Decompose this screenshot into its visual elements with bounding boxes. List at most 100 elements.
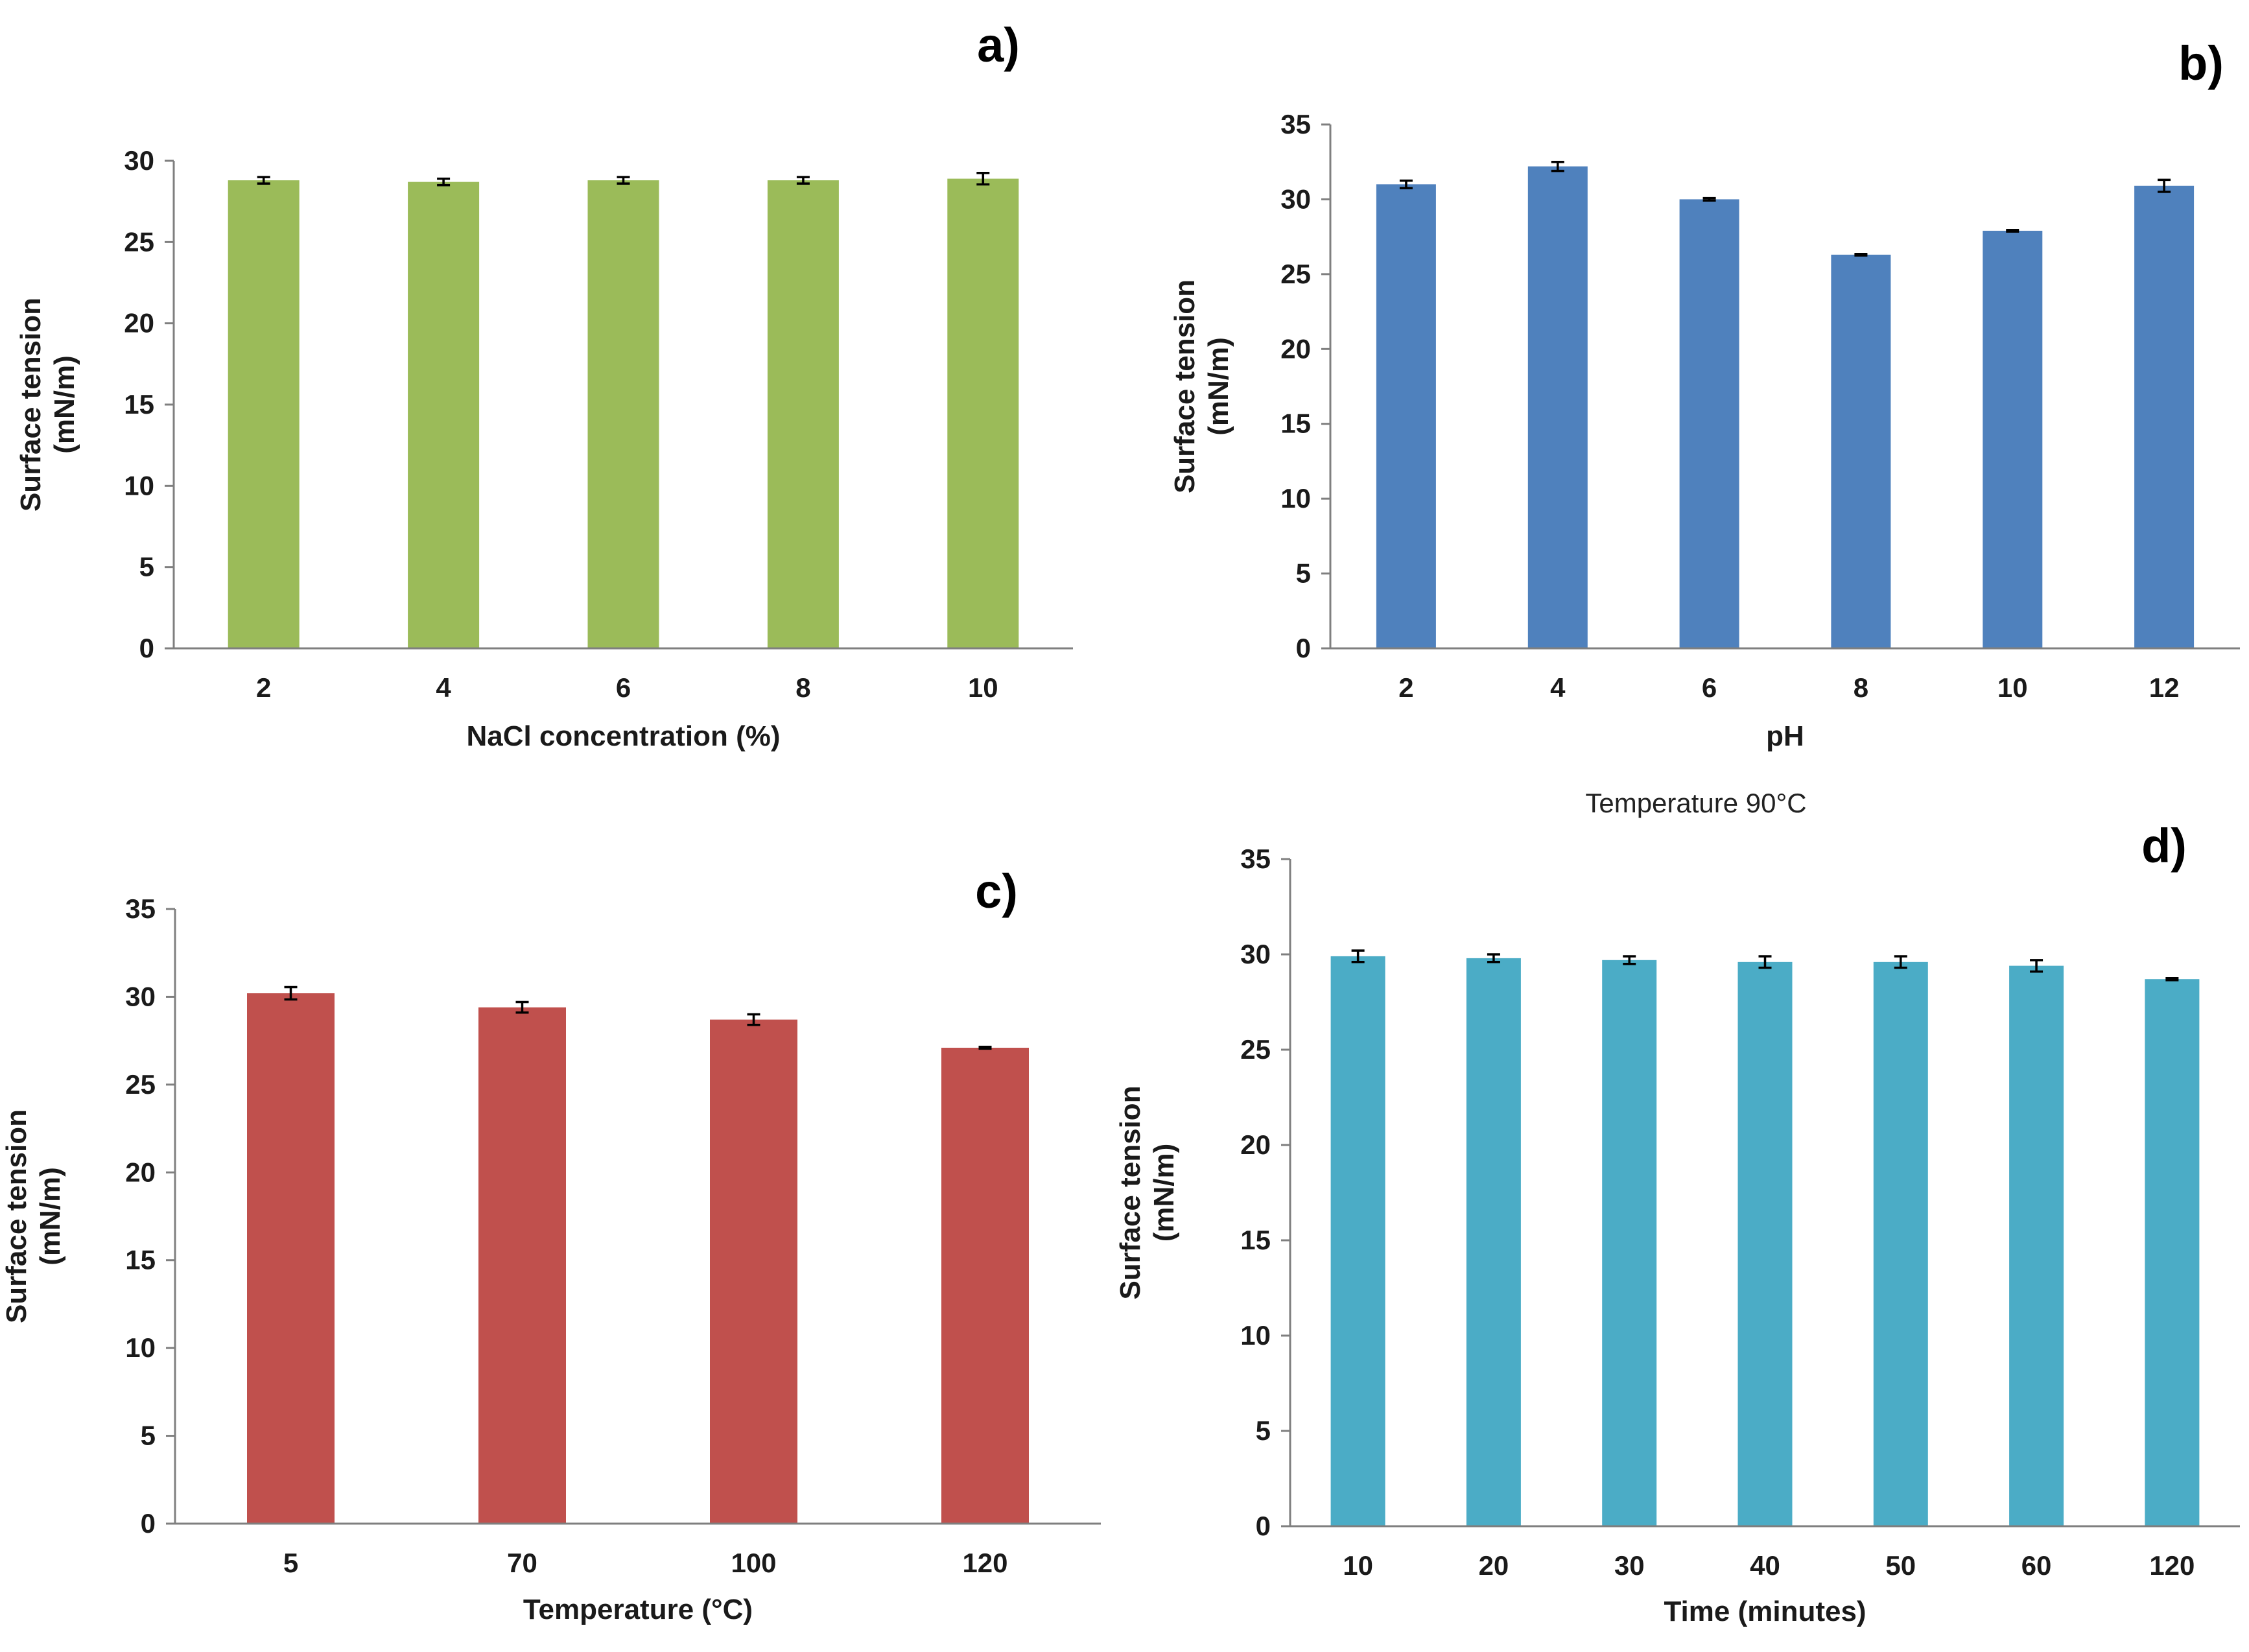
bar [478, 1007, 566, 1524]
y-tick-label: 25 [1280, 259, 1311, 289]
x-tick-label: 2 [256, 672, 271, 703]
bar [247, 993, 335, 1524]
y-axis-title: Surface tension(mN/m) [1169, 279, 1234, 493]
bar [1873, 962, 1928, 1526]
y-tick-label: 35 [1240, 844, 1271, 874]
y-tick-label: 15 [124, 389, 154, 419]
y-tick-label: 5 [1296, 558, 1311, 589]
chart-panel-4: 10 20 30 40 50 60 120 0 5 10 15 20 25 30 35 Time (minut… [1114, 788, 2240, 1627]
error-bar [1399, 179, 1413, 189]
bar [941, 1048, 1029, 1524]
error-bar [257, 176, 270, 185]
x-tick-label: 70 [507, 1548, 537, 1578]
error-bar [2030, 959, 2043, 973]
y-tick-label: 10 [124, 470, 154, 501]
y-axis-title: Surface tension(mN/m) [1, 1109, 66, 1323]
bar [1831, 254, 1891, 648]
error-bar [1351, 949, 1365, 963]
chart-panel-2: 2 4 6 8 10 12 0 5 10 15 20 25 30 35 pH Surface tension(… [1169, 36, 2240, 752]
x-tick-label: 8 [795, 672, 810, 703]
x-axis-title: Temperature (°C) [523, 1594, 753, 1625]
bar [2134, 185, 2195, 648]
chart-panel-3: 5 70 100 120 0 5 10 15 20 25 30 35 Temperature (°C) S… [1, 864, 1101, 1625]
x-tick-label: 5 [283, 1548, 298, 1578]
y-tick-label: 25 [125, 1069, 156, 1100]
error-bar [2165, 977, 2179, 982]
x-tick-label: 4 [436, 672, 451, 703]
y-tick-label: 0 [139, 633, 154, 663]
panel-label: c) [975, 864, 1018, 918]
y-tick-label: 10 [1240, 1320, 1271, 1351]
bar [1737, 962, 1793, 1526]
error-bar [1551, 160, 1564, 172]
x-tick-label: 60 [2021, 1550, 2052, 1581]
y-tick-label: 35 [125, 893, 156, 924]
error-bar [1623, 955, 1636, 965]
y-tick-label: 20 [1240, 1129, 1271, 1160]
y-tick-label: 0 [1296, 633, 1311, 663]
x-tick-label: 2 [1398, 672, 1413, 703]
error-bar [747, 1013, 760, 1026]
y-tick-label: 15 [125, 1245, 156, 1275]
bar [2009, 965, 2064, 1526]
error-bar [1487, 953, 1500, 963]
bar [1376, 184, 1436, 648]
x-tick-label: 20 [1479, 1550, 1509, 1581]
error-bar [515, 1000, 529, 1014]
y-tick-label: 15 [1240, 1225, 1271, 1255]
y-tick-label: 15 [1280, 408, 1311, 439]
x-tick-label: 8 [1854, 672, 1868, 703]
bar [408, 182, 480, 649]
bar [1602, 960, 1657, 1526]
y-tick-label: 5 [1256, 1415, 1271, 1446]
bar [1527, 166, 1588, 649]
y-tick-label: 20 [124, 308, 154, 338]
bar [1679, 199, 1739, 648]
panel-label: b) [2178, 36, 2224, 90]
x-tick-label: 10 [968, 672, 998, 703]
error-bar [437, 177, 451, 187]
bar [1466, 958, 1521, 1526]
y-tick-label: 10 [125, 1332, 156, 1363]
y-tick-label: 5 [141, 1421, 156, 1451]
chart-panel-1: 2 4 6 8 10 0 5 10 15 20 25 30 NaCl concentration (%)… [15, 18, 1073, 752]
y-tick-label: 35 [1280, 109, 1311, 139]
error-bar [976, 172, 990, 186]
x-tick-label: 40 [1750, 1550, 1780, 1581]
error-bar [284, 985, 298, 1001]
y-tick-label: 0 [1256, 1511, 1271, 1541]
panel-label: a) [977, 18, 1020, 72]
y-axis-title: Surface tension(mN/m) [1114, 1085, 1180, 1299]
error-bar [978, 1045, 992, 1050]
chart-title: Temperature 90°C [1585, 788, 1806, 818]
x-axis-title: Time (minutes) [1664, 1596, 1866, 1627]
y-tick-label: 30 [124, 145, 154, 176]
y-tick-label: 5 [139, 552, 154, 582]
bar [587, 180, 659, 649]
y-tick-label: 30 [1280, 183, 1311, 214]
y-tick-label: 25 [124, 226, 154, 257]
x-tick-label: 120 [962, 1548, 1007, 1578]
error-bar [1854, 252, 1868, 257]
x-tick-label: 6 [1702, 672, 1717, 703]
y-tick-label: 20 [125, 1157, 156, 1187]
y-tick-label: 30 [1240, 939, 1271, 969]
x-tick-label: 12 [2149, 672, 2180, 703]
y-tick-label: 0 [141, 1508, 156, 1539]
bar [228, 180, 300, 649]
bar [947, 178, 1019, 649]
x-tick-label: 120 [2149, 1550, 2195, 1581]
error-bar [1758, 955, 1772, 969]
bar [1983, 230, 2043, 648]
y-axis-title: Surface tension(mN/m) [15, 298, 80, 512]
bar [767, 180, 839, 649]
y-tick-label: 25 [1240, 1034, 1271, 1065]
error-bar [617, 176, 630, 185]
bar [2145, 979, 2200, 1526]
error-bar [2158, 178, 2171, 193]
bar [1330, 956, 1385, 1526]
x-tick-label: 30 [1614, 1550, 1645, 1581]
x-tick-label: 50 [1885, 1550, 1916, 1581]
error-bar [796, 176, 810, 185]
